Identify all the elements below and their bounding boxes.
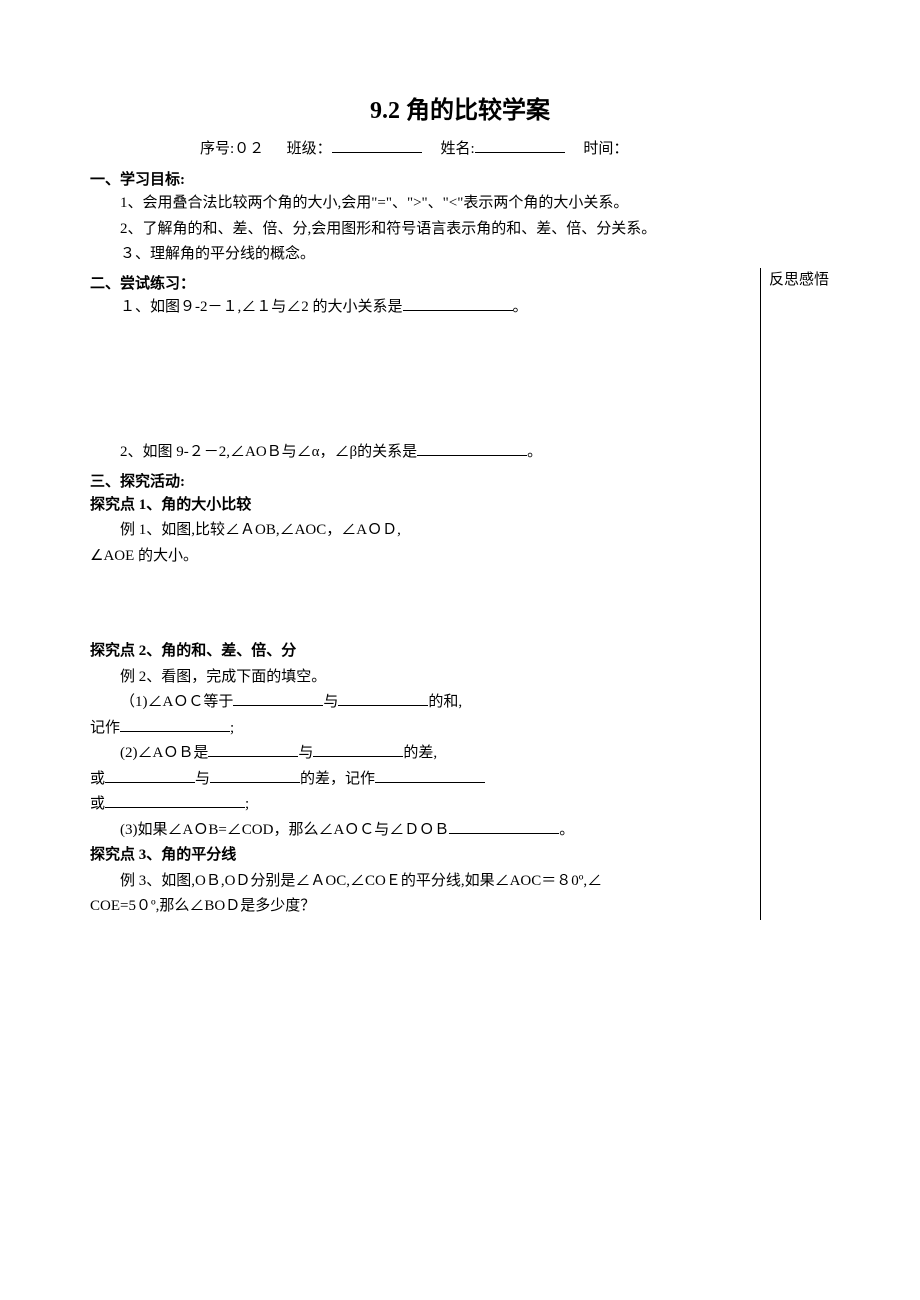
ex2-3-line: (3)如果∠AＯB=∠COD，那么∠AＯＣ与∠ＤＯＢ 。	[90, 818, 748, 844]
topic3-header: 探究点 3、角的平分线	[90, 843, 748, 869]
topic1-header: 探究点 1、角的大小比较	[90, 493, 748, 519]
q2-end: 。	[527, 444, 542, 460]
ex1-line-a: 例 1、如图,比较∠ＡOB,∠AOC，∠AＯＤ,	[90, 518, 748, 544]
name-label: 姓名:	[440, 141, 474, 157]
ex2-2-blank2	[313, 742, 403, 757]
q1-blank	[403, 296, 513, 311]
ex2-2-line3: 或;	[90, 792, 748, 818]
ex2-1-blank3	[120, 717, 230, 732]
ex2-1b: 与	[323, 694, 338, 710]
time-label: 时间：	[583, 141, 628, 157]
ex2-3b: 。	[559, 822, 574, 838]
ex2-1e: ;	[230, 720, 234, 736]
ex2-1-blank1	[233, 691, 323, 706]
ex2-1a: （1)∠AＯＣ等于	[120, 694, 233, 710]
ex2-1d: 记作	[90, 720, 120, 736]
ex2-1-line: （1)∠AＯＣ等于 与 的和,	[90, 690, 748, 716]
ex1-line-b: ∠AOE 的大小。	[90, 544, 748, 570]
sidebar-text: 反思感悟	[769, 268, 830, 289]
subheader-line: 序号:０２ 班级： 姓名: 时间：	[90, 137, 830, 158]
q1-end: 。	[513, 299, 528, 315]
practice-q2: 2、如图 9-２－2,∠AOＢ与∠α，∠β的关系是 。	[90, 440, 748, 466]
ex2-2g: 或	[90, 796, 105, 812]
ex2-1c: 的和,	[428, 694, 462, 710]
ex2-1-line2: 记作;	[90, 716, 748, 742]
goal-3: ３、理解角的平分线的概念。	[90, 242, 830, 268]
name-blank	[475, 138, 565, 153]
q1-text: １、如图９-2－１,∠１与∠2 的大小关系是	[120, 299, 403, 315]
ex2-2-blank1	[208, 742, 298, 757]
goal-1: 1、会用叠合法比较两个角的大小,会用"="、">"、"<"表示两个角的大小关系。	[90, 191, 830, 217]
ex2-2-blank4	[210, 768, 300, 783]
goal-2: 2、了解角的和、差、倍、分,会用图形和符号语言表示角的和、差、倍、分关系。	[90, 217, 830, 243]
q2-blank	[417, 441, 527, 456]
seq-label: 序号:０２	[200, 141, 264, 157]
ex2-2-blank5	[375, 768, 485, 783]
ex2-3a: (3)如果∠AＯB=∠COD，那么∠AＯＣ与∠ＤＯＢ	[120, 822, 449, 838]
class-blank	[332, 138, 422, 153]
ex2-2e: 与	[195, 771, 210, 787]
main-content-wrapper: 二、尝试练习： １、如图９-2－１,∠１与∠2 的大小关系是。 2、如图 9-２…	[90, 268, 830, 920]
ex2-2-line: (2)∠AＯＢ是 与 的差,	[90, 741, 748, 767]
ex2-2h: ;	[245, 796, 249, 812]
ex3-line-b: COE=5０º,那么∠BOＤ是多少度？	[90, 894, 748, 920]
ex2-2-blank6	[105, 793, 245, 808]
main-column: 二、尝试练习： １、如图９-2－１,∠１与∠2 的大小关系是。 2、如图 9-２…	[90, 268, 760, 920]
section1-header: 一、学习目标:	[90, 168, 830, 189]
ex2-3-blank	[449, 819, 559, 834]
page-title: 9.2 角的比较学案	[90, 90, 830, 125]
sidebar-column: 反思感悟	[760, 268, 830, 920]
ex2-2a: (2)∠AＯＢ是	[120, 745, 208, 761]
q2-text: 2、如图 9-２－2,∠AOＢ与∠α，∠β的关系是	[120, 444, 417, 460]
ex2-1-blank2	[338, 691, 428, 706]
class-label: 班级：	[287, 141, 332, 157]
ex2-2d: 或	[90, 771, 105, 787]
ex2-2b: 与	[298, 745, 313, 761]
figure-space-2	[90, 569, 748, 639]
practice-q1: １、如图９-2－１,∠１与∠2 的大小关系是 。	[90, 295, 748, 321]
ex2-2-line2: 或 与 的差，记作	[90, 767, 748, 793]
topic2-header: 探究点 2、角的和、差、倍、分	[90, 639, 748, 665]
figure-space-1	[90, 320, 748, 440]
section2-header: 二、尝试练习：	[90, 272, 748, 293]
ex2-2-blank3	[105, 768, 195, 783]
ex3-line-a: 例 3、如图,OＢ,OＤ分别是∠ＡOC,∠COＥ的平分线,如果∠AOC＝８0º,…	[90, 869, 748, 895]
ex2-intro: 例 2、看图，完成下面的填空。	[90, 665, 748, 691]
ex2-2c: 的差,	[403, 745, 437, 761]
ex2-2f: 的差，记作	[300, 771, 375, 787]
section3-header: 三、探究活动:	[90, 470, 748, 491]
